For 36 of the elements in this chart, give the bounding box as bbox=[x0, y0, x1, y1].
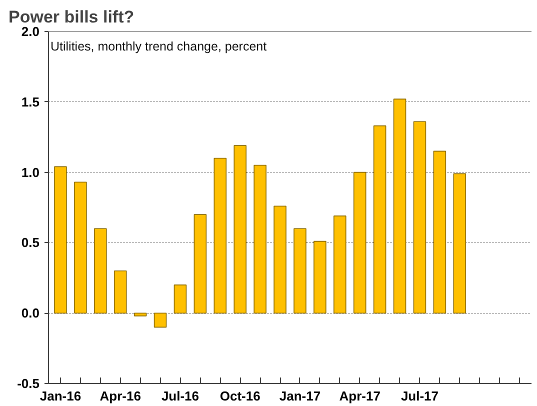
y-tick-label: 2.0 bbox=[21, 24, 40, 39]
y-tick-label: 1.0 bbox=[21, 164, 40, 180]
bar bbox=[274, 206, 286, 314]
x-tick-label: Jul-17 bbox=[400, 388, 439, 404]
x-tick-label: Oct-16 bbox=[220, 388, 260, 404]
chart-title: Power bills lift? bbox=[8, 8, 134, 26]
bar bbox=[194, 214, 207, 314]
bar bbox=[134, 312, 147, 316]
y-tick-label: 0.0 bbox=[21, 306, 40, 321]
bar bbox=[74, 182, 87, 314]
bar bbox=[353, 172, 366, 314]
text: Utilities, monthly trend change, percent bbox=[50, 40, 268, 54]
bar bbox=[54, 166, 67, 314]
bar bbox=[294, 228, 306, 314]
bar bbox=[114, 270, 127, 314]
x-tick-label: Apr-17 bbox=[339, 388, 380, 404]
bar bbox=[94, 228, 107, 314]
bar bbox=[214, 158, 227, 314]
x-tick-label: Jan-17 bbox=[279, 388, 321, 404]
x-tick-label: Jul-16 bbox=[161, 388, 200, 404]
bar bbox=[373, 125, 386, 314]
bar bbox=[413, 121, 426, 314]
bar bbox=[393, 98, 406, 314]
bar bbox=[314, 240, 326, 314]
y-tick-label: 0.5 bbox=[21, 235, 40, 250]
y-tick-label: 1.5 bbox=[21, 94, 40, 110]
bar bbox=[433, 150, 446, 314]
bar bbox=[453, 173, 466, 314]
y-tick-label: -0.5 bbox=[17, 376, 40, 391]
x-tick-label: Apr-16 bbox=[100, 388, 141, 404]
bar bbox=[154, 312, 167, 328]
bar bbox=[334, 216, 346, 314]
bar bbox=[234, 145, 246, 314]
x-tick-label: Jan-16 bbox=[40, 388, 82, 404]
bar bbox=[254, 164, 266, 314]
bar bbox=[174, 284, 187, 314]
